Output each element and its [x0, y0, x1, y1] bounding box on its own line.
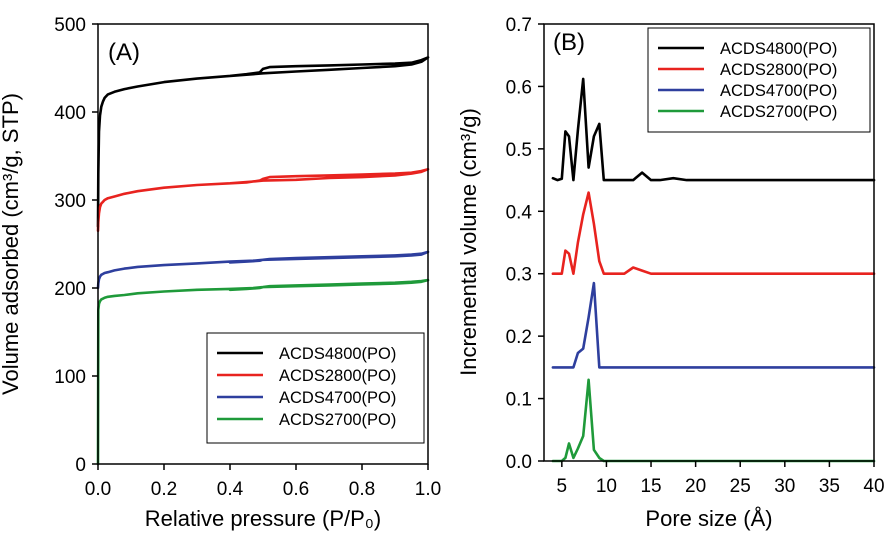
x-axis-label: Pore size (Å) — [645, 506, 772, 531]
panel-a-isotherm-chart: 0.0 0.2 0.4 0.6 0.8 1.0 0 100 200 300 400 500 Relati… — [0, 15, 441, 531]
panel-label: (A) — [108, 39, 140, 66]
panel-b-pore-size-chart: 5 10 15 20 25 30 35 40 0.0 0.1 0.2 0.3 0.4 0.5 0.6 0.7 P… — [456, 15, 885, 531]
series-line-acds4800-po — [96, 56, 430, 228]
y-axis-label: Incremental volume (cm³/g) — [456, 108, 481, 376]
x-tick-label: 0.4 — [217, 479, 244, 500]
x-tick-label: 0.8 — [349, 479, 375, 500]
x-tick-label: 35 — [819, 476, 840, 497]
series-line-acds2700-po — [96, 278, 430, 466]
legend-label: ACDS2800(PO) — [279, 367, 396, 385]
x-tick-label: 0.2 — [151, 479, 177, 500]
y-tick-label: 0.5 — [506, 140, 532, 161]
y-tick-label: 100 — [54, 367, 86, 388]
legend-box — [206, 332, 425, 444]
legend: ACDS4800(PO) ACDS2800(PO) ACDS4700(PO) ACDS… — [647, 27, 871, 133]
x-axis-label: Relative pressure (P/P₀) — [145, 506, 382, 531]
y-tick-label: 0.1 — [506, 390, 532, 411]
x-tick-label: 5 — [557, 476, 568, 497]
panel-label: (B) — [553, 29, 585, 56]
legend-label: ACDS2800(PO) — [720, 61, 837, 79]
y-tick-label: 0 — [75, 455, 86, 476]
legend-box — [647, 27, 871, 133]
y-tick-label: 400 — [54, 103, 86, 124]
y-tick-label: 200 — [54, 279, 86, 300]
legend-label: ACDS4700(PO) — [720, 82, 837, 100]
legend: ACDS4800(PO) ACDS2800(PO) ACDS4700(PO) ACDS… — [206, 332, 425, 444]
y-tick-label: 0.0 — [506, 452, 532, 473]
y-axis-label: Volume adsorbed (cm³/g, STP) — [0, 93, 23, 395]
series-line-acds2700-po — [551, 378, 876, 463]
legend-label: ACDS4800(PO) — [720, 40, 837, 58]
x-tick-label: 10 — [596, 476, 617, 497]
x-tick-label: 0.6 — [283, 479, 309, 500]
y-tick-label: 0.6 — [506, 77, 532, 98]
x-tick-label: 30 — [774, 476, 795, 497]
legend-label: ACDS4800(PO) — [279, 345, 396, 363]
x-tick-label: 1.0 — [415, 479, 441, 500]
series-line-acds2800-po — [96, 167, 430, 233]
legend-label: ACDS4700(PO) — [279, 389, 396, 407]
y-tick-label: 0.4 — [506, 202, 533, 223]
plot-frame — [543, 23, 875, 462]
series-line-acds4800-po — [551, 77, 876, 182]
x-tick-label: 15 — [640, 476, 661, 497]
y-tick-label: 0.7 — [506, 15, 532, 36]
series-line-acds2800-po — [551, 191, 876, 276]
x-tick-label: 40 — [863, 476, 884, 497]
series-line-acds4700-po — [551, 281, 876, 369]
legend-label: ACDS2700(PO) — [720, 103, 837, 121]
y-tick-label: 0.3 — [506, 265, 532, 286]
series-line-acds4700-po — [96, 250, 430, 290]
x-tick-label: 0.0 — [85, 479, 111, 500]
plot-frame — [97, 23, 429, 465]
y-tick-label: 500 — [54, 15, 86, 36]
y-tick-label: 0.2 — [506, 327, 532, 348]
x-tick-label: 20 — [685, 476, 706, 497]
y-tick-label: 300 — [54, 191, 86, 212]
legend-label: ACDS2700(PO) — [279, 411, 396, 429]
x-tick-label: 25 — [730, 476, 751, 497]
